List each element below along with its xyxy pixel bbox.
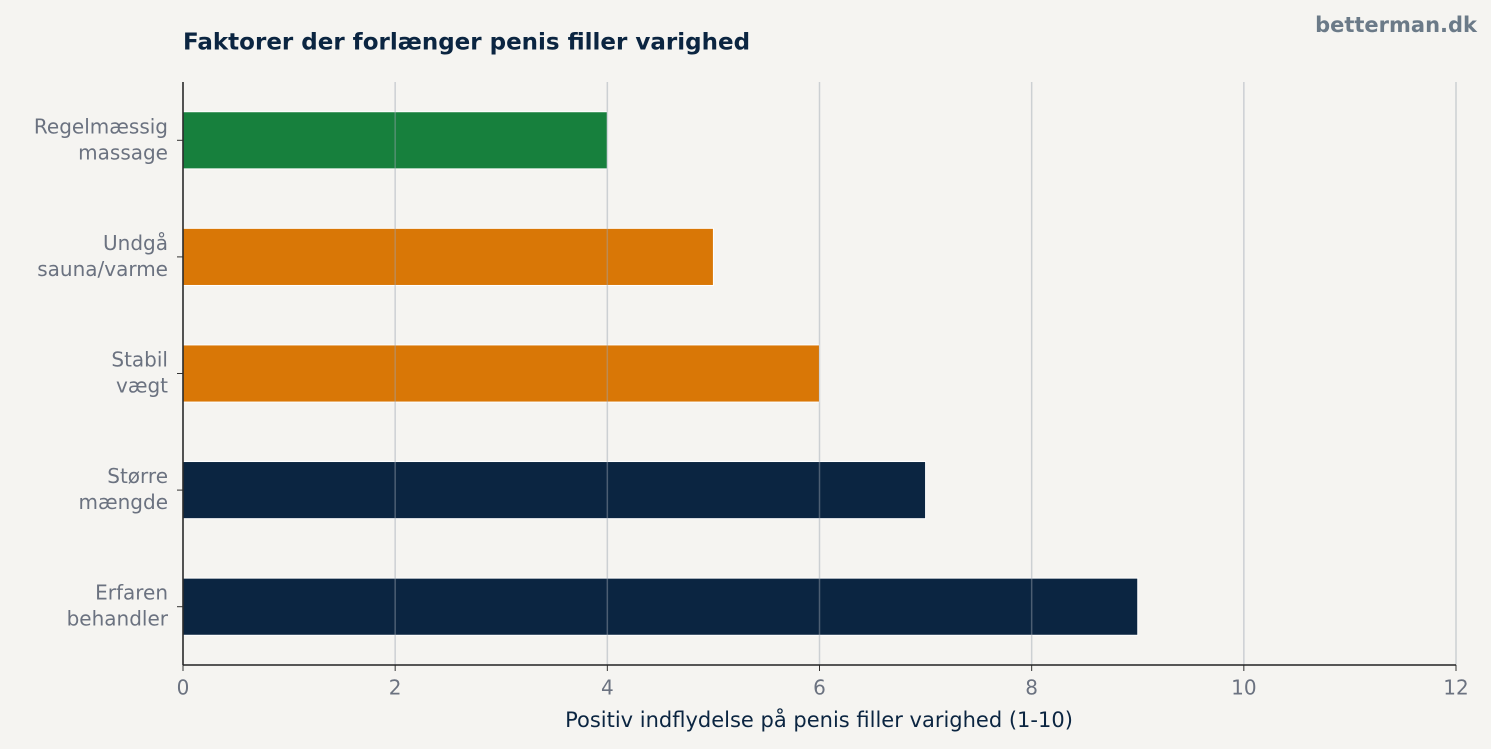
x-tick-label: 4 <box>601 676 614 700</box>
y-tick-label: Stabil vægt <box>111 347 168 397</box>
x-tick-label: 8 <box>1025 676 1038 700</box>
y-tick-label: Større mængde <box>79 464 169 514</box>
bar <box>182 577 1139 636</box>
y-tick-label: Undgå sauna/varme <box>37 230 168 280</box>
y-tick-label: Erfaren behandler <box>67 580 169 630</box>
x-tick-label: 0 <box>177 676 190 700</box>
bar <box>182 227 714 286</box>
chart-title: Faktorer der forlænger penis filler vari… <box>183 30 750 56</box>
x-axis-label: Positiv indflydelse på penis filler vari… <box>565 707 1073 732</box>
x-tick-label: 6 <box>813 676 826 700</box>
y-tick-label: Regelmæssig massage <box>34 114 168 164</box>
x-tick-label: 2 <box>389 676 402 700</box>
x-tick-label: 12 <box>1443 676 1468 700</box>
bar <box>182 461 927 520</box>
x-tick-label: 10 <box>1231 676 1256 700</box>
bar <box>182 111 608 170</box>
bar <box>182 344 820 403</box>
source-label: betterman.dk <box>1315 13 1478 37</box>
